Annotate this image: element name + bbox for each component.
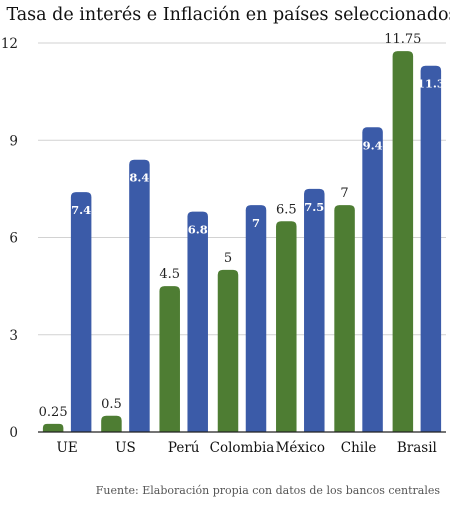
bar-blue (129, 159, 150, 432)
x-axis-category-labels: UE US Perú Colombia México Chile Brasil (57, 440, 437, 456)
bar-blue (187, 211, 208, 432)
bar-green (101, 415, 122, 432)
bar-blue (420, 65, 442, 433)
bar-blue (304, 188, 325, 432)
category-label: Colombia (210, 440, 275, 456)
data-label-blue: 7.4 (71, 203, 91, 217)
bar-green (392, 51, 414, 433)
y-tick-label: 12 (1, 36, 18, 52)
bar-blue (70, 192, 92, 432)
gridlines (38, 42, 446, 336)
category-label: Brasil (397, 440, 437, 456)
data-label-blue: 9.4 (363, 138, 383, 152)
data-labels: 0.25 7.4 0.5 8.4 4.5 6.8 5 7 6.5 7.5 7 9.4 11.75 11.3 (39, 32, 445, 420)
category-label: US (115, 440, 136, 456)
data-label-green: 0.5 (101, 397, 122, 412)
data-label-green: 4.5 (159, 267, 180, 282)
bar-green (334, 205, 355, 432)
bars (42, 51, 442, 433)
data-label-green: 11.75 (384, 32, 421, 47)
y-tick-label: 9 (9, 133, 18, 149)
category-label: México (276, 440, 325, 456)
data-label-blue: 7 (252, 216, 260, 230)
category-label: Chile (341, 440, 377, 456)
data-label-blue: 6.8 (188, 223, 208, 237)
chart-title: Tasa de interés e Inflación en países se… (6, 5, 450, 25)
data-label-green: 7 (340, 186, 348, 201)
y-tick-label: 0 (9, 425, 18, 441)
y-tick-label: 6 (9, 231, 18, 247)
y-axis-tick-labels: 0 3 6 9 12 (1, 36, 18, 441)
bar-green (159, 286, 180, 432)
y-tick-label: 3 (9, 328, 18, 344)
category-label: Perú (168, 440, 200, 456)
bar-green (42, 423, 64, 432)
data-label-blue: 7.5 (304, 200, 324, 214)
bar-green (217, 269, 239, 432)
category-label: UE (57, 440, 78, 456)
data-label-green: 5 (224, 251, 232, 266)
bar-green (276, 221, 297, 432)
data-label-blue: 8.4 (129, 171, 149, 185)
source-note: Fuente: Elaboración propia con datos de … (96, 484, 441, 497)
data-label-blue: 11.3 (417, 77, 445, 91)
data-label-green: 0.25 (39, 405, 68, 420)
bar-blue (245, 205, 267, 432)
bar-blue (362, 127, 383, 433)
data-label-green: 6.5 (276, 202, 297, 217)
